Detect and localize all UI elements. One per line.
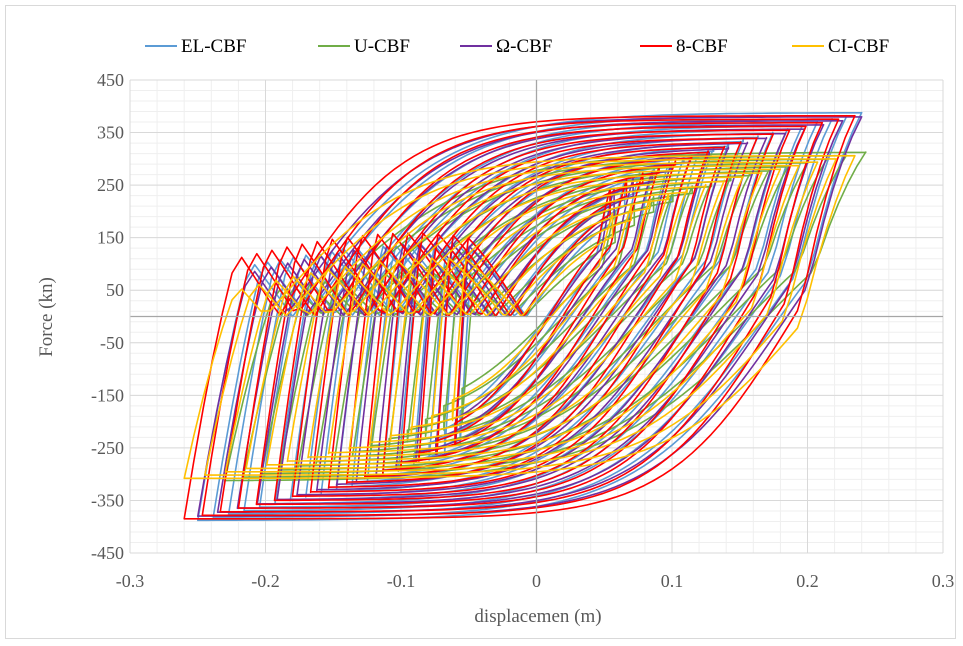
- series-layer: [183, 111, 867, 522]
- x-axis-title: displacemen (m): [474, 606, 601, 627]
- y-tick-label: 50: [106, 280, 124, 300]
- legend-label: EL-CBF: [181, 36, 246, 57]
- y-tick-label: -150: [91, 385, 124, 405]
- hysteresis-loop: [369, 188, 688, 446]
- x-tick-label: 0.1: [661, 571, 684, 591]
- hysteresis-loop: [418, 172, 644, 462]
- y-tick-label: 350: [97, 123, 124, 143]
- hysteresis-loop: [204, 158, 838, 476]
- legend-item-U-CBF[interactable]: U-CBF: [318, 36, 410, 57]
- y-tick-label: -350: [91, 490, 124, 510]
- hysteresis-loop: [183, 114, 856, 520]
- hysteresis-loop: [201, 118, 840, 517]
- tick-labels: 450 350 250 150 50 -50 -150 -250 -350 -450 -0.3 -0.…: [91, 70, 954, 591]
- legend-label: U-CBF: [354, 36, 410, 57]
- legend-item-Ω-CBF[interactable]: Ω-CBF: [460, 36, 552, 57]
- x-tick-label: 0: [532, 571, 541, 591]
- hysteresis-loop: [435, 177, 634, 456]
- hysteresis-loop: [237, 125, 807, 509]
- legend-item-8-CBF[interactable]: 8-CBF: [640, 36, 728, 57]
- hysteresis-loop: [219, 121, 824, 513]
- x-tick-label: 0.3: [932, 571, 955, 591]
- hysteresis-loop: [183, 154, 856, 480]
- hysteresis-loop: [245, 164, 800, 470]
- hysteresis-loop: [348, 183, 707, 451]
- axes-layer: [129, 80, 943, 553]
- hysteresis-loop: [428, 172, 641, 461]
- y-tick-label: -50: [100, 333, 124, 353]
- hysteresis-loop: [327, 179, 726, 455]
- hysteresis-loop: [316, 141, 749, 492]
- x-tick-label: 0.2: [796, 571, 819, 591]
- y-tick-label: 450: [97, 70, 124, 90]
- hysteresis-loop: [327, 145, 726, 489]
- hysteresis-loop: [286, 171, 763, 463]
- hysteresis-loop: [436, 179, 628, 455]
- hysteresis-loop: [255, 129, 791, 506]
- hysteresis-loop: [224, 151, 867, 482]
- hysteresis-loop: [236, 123, 825, 510]
- y-tick-label: -250: [91, 438, 124, 458]
- hysteresis-loop: [307, 175, 744, 459]
- x-tick-label: -0.2: [251, 571, 280, 591]
- legend[interactable]: EL-CBF U-CBF Ω-CBF 8-CBF CI-CBF: [145, 36, 889, 57]
- legend-label: Ω-CBF: [496, 36, 552, 57]
- legend-label: 8-CBF: [676, 36, 728, 57]
- hysteresis-loop: [273, 133, 775, 502]
- y-tick-label: -450: [91, 543, 124, 563]
- x-tick-label: -0.1: [387, 571, 416, 591]
- series-CI-CBF: [183, 154, 856, 480]
- hysteresis-loop: [406, 190, 674, 443]
- hysteresis-loop: [451, 212, 614, 422]
- hysteresis-loop: [410, 198, 651, 436]
- legend-item-CI-CBF[interactable]: CI-CBF: [792, 36, 889, 57]
- y-tick-label: 250: [97, 175, 124, 195]
- hysteresis-loop: [265, 168, 782, 466]
- hysteresis-loop: [309, 141, 742, 494]
- x-tick-label: -0.3: [116, 571, 145, 591]
- hysteresis-loop: [296, 136, 768, 497]
- hysteresis-loop: [431, 204, 632, 429]
- y-axis-title: Force (kn): [36, 277, 57, 357]
- legend-item-EL-CBF[interactable]: EL-CBF: [145, 36, 246, 57]
- hysteresis-loop: [224, 161, 819, 473]
- y-tick-label: 150: [97, 228, 124, 248]
- legend-label: CI-CBF: [828, 36, 889, 57]
